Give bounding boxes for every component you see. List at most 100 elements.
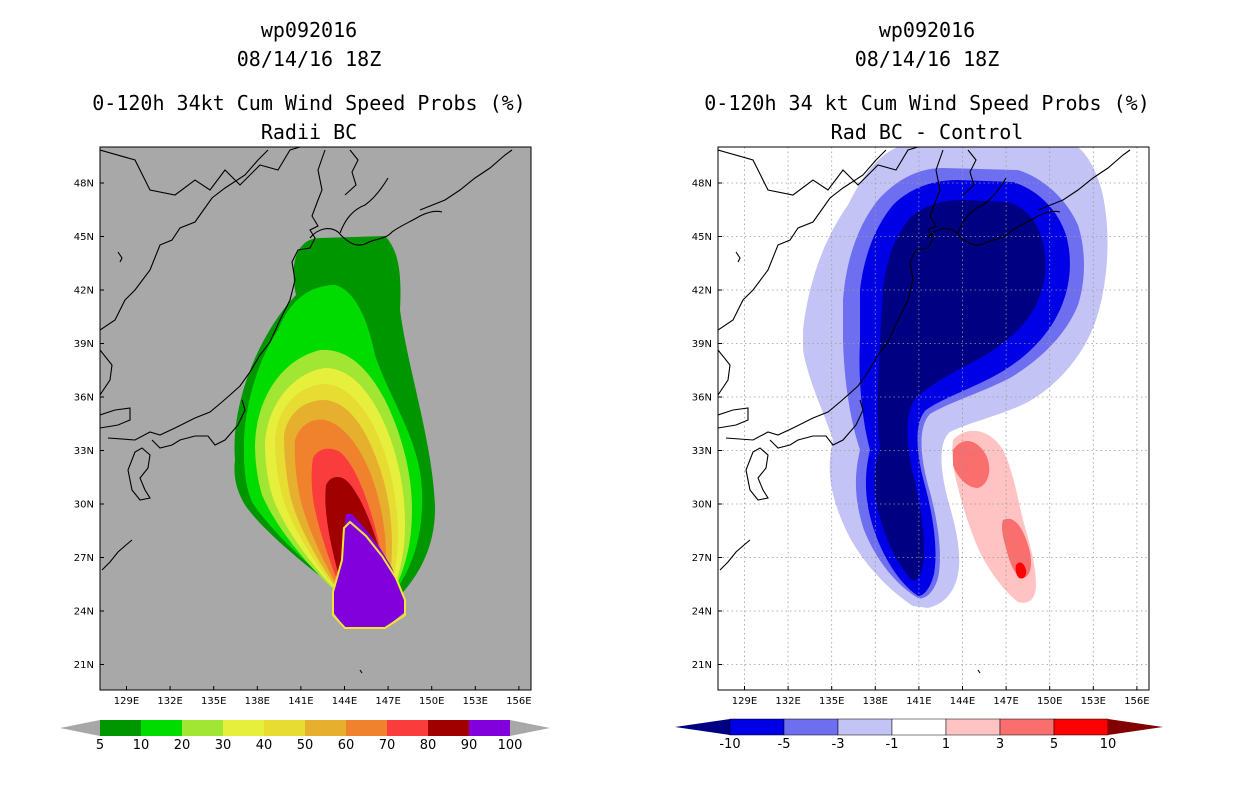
colorbar-label: -1 — [886, 737, 899, 752]
y-tick-label: 45N — [692, 232, 712, 243]
x-tick-label: 147E — [375, 696, 400, 707]
left-y-axis: 48N 45N 42N 39N 36N 33N 30N 27N 24N 21N — [74, 179, 104, 671]
x-tick-label: 132E — [775, 696, 800, 707]
x-tick-label: 138E — [863, 696, 888, 707]
colorbar-swatch — [264, 720, 305, 736]
y-tick-label: 39N — [74, 339, 94, 350]
y-tick-label: 24N — [692, 607, 712, 618]
colorbar-swatch — [837, 718, 893, 736]
x-tick-label: 141E — [906, 696, 931, 707]
y-tick-label: 48N — [692, 179, 712, 190]
y-tick-label: 45N — [74, 232, 94, 243]
x-tick-label: 156E — [506, 696, 531, 707]
right-map-frame — [717, 146, 1150, 691]
x-tick-label: 144E — [332, 696, 357, 707]
colorbar-label: 10 — [133, 738, 150, 753]
colorbar-swatch — [999, 718, 1055, 736]
y-tick-label: 27N — [74, 553, 94, 564]
x-tick-label: 138E — [245, 696, 270, 707]
y-tick-label: 36N — [74, 393, 94, 404]
colorbar-label: 100 — [498, 738, 523, 753]
right-title-date: 08/14/16 18Z — [855, 47, 1000, 71]
colorbar-label: 5 — [1050, 737, 1058, 752]
prob-band-100-edge — [332, 520, 406, 629]
x-tick-label: 132E — [157, 696, 182, 707]
colorbar-low-arrow — [675, 719, 730, 735]
y-tick-label: 36N — [692, 393, 712, 404]
colorbar-swatch — [945, 718, 1001, 736]
colorbar-label: 40 — [256, 738, 273, 753]
y-tick-label: 24N — [74, 607, 94, 618]
right-title-id: wp092016 — [879, 18, 975, 42]
y-tick-label: 21N — [692, 660, 712, 671]
y-tick-label: 30N — [74, 500, 94, 511]
y-tick-label: 27N — [692, 553, 712, 564]
x-tick-label: 153E — [463, 696, 488, 707]
left-coastlines — [100, 147, 513, 674]
colorbar-label: 10 — [1100, 737, 1117, 752]
prob-band-90 — [333, 514, 405, 628]
colorbar-swatch — [100, 720, 141, 736]
diff-band-pos5 — [1015, 562, 1027, 579]
x-tick-label: 144E — [950, 696, 975, 707]
colorbar-label: 80 — [420, 738, 437, 753]
colorbar-label: -3 — [832, 737, 845, 752]
right-coastlines — [718, 147, 1131, 674]
x-tick-label: 150E — [419, 696, 444, 707]
diff-band-pos3-a — [953, 440, 990, 488]
right-colorbar: -10 -5 -3 -1 1 3 5 10 — [675, 718, 1163, 752]
colorbar-label: -5 — [778, 737, 791, 752]
x-tick-label: 156E — [1124, 696, 1149, 707]
x-tick-label: 147E — [993, 696, 1018, 707]
colorbar-label: 20 — [174, 738, 191, 753]
colorbar-label: 30 — [215, 738, 232, 753]
right-title-main: 0-120h 34 kt Cum Wind Speed Probs (%) — [704, 91, 1150, 115]
colorbar-swatch — [469, 720, 510, 736]
colorbar-label: 3 — [996, 737, 1004, 752]
colorbar-swatch — [729, 718, 785, 736]
y-tick-label: 33N — [692, 446, 712, 457]
colorbar-swatch — [223, 720, 264, 736]
colorbar-label: 70 — [379, 738, 396, 753]
colorbar-high-arrow — [1108, 719, 1163, 735]
colorbar-label: 1 — [942, 737, 950, 752]
left-x-axis: 129E 132E 135E 138E 141E 144E 147E 150E 153E 156E — [114, 686, 532, 707]
colorbar-swatch — [428, 720, 469, 736]
left-title-sub: Radii BC — [261, 120, 357, 144]
colorbar-swatch — [305, 720, 346, 736]
colorbar-low-arrow — [60, 720, 100, 736]
colorbar-swatch — [1053, 718, 1109, 736]
left-colorbar: 5 10 20 30 40 50 60 70 80 90 100 — [60, 720, 550, 753]
right-x-axis: 129E 132E 135E 138E 141E 144E 147E 150E 153E 156E — [732, 686, 1150, 707]
y-tick-label: 48N — [74, 179, 94, 190]
colorbar-swatch — [141, 720, 182, 736]
colorbar-swatch — [783, 718, 839, 736]
x-tick-label: 135E — [819, 696, 844, 707]
x-tick-label: 153E — [1081, 696, 1106, 707]
left-title-date: 08/14/16 18Z — [237, 47, 382, 71]
y-tick-label: 39N — [692, 339, 712, 350]
colorbar-label: 60 — [338, 738, 355, 753]
x-tick-label: 141E — [288, 696, 313, 707]
left-title-main: 0-120h 34kt Cum Wind Speed Probs (%) — [92, 91, 525, 115]
left-panel: wp092016 08/14/16 18Z 0-120h 34kt Cum Wi… — [60, 18, 550, 753]
left-map-frame — [99, 146, 532, 691]
colorbar-label: 50 — [297, 738, 314, 753]
colorbar-label: 90 — [461, 738, 478, 753]
diff-band-pos3-b — [1002, 518, 1032, 578]
x-tick-label: 135E — [201, 696, 226, 707]
left-probability-field — [234, 236, 436, 629]
right-panel: wp092016 08/14/16 18Z 0-120h 34 kt Cum W… — [675, 18, 1163, 752]
y-tick-label: 42N — [74, 286, 94, 297]
right-gridlines — [718, 147, 1149, 690]
x-tick-label: 129E — [732, 696, 757, 707]
diff-band-neg10 — [874, 200, 1046, 581]
colorbar-swatch — [346, 720, 387, 736]
colorbar-high-arrow — [510, 720, 550, 736]
y-tick-label: 30N — [692, 500, 712, 511]
y-tick-label: 33N — [74, 446, 94, 457]
left-title-id: wp092016 — [261, 18, 357, 42]
colorbar-swatch — [182, 720, 223, 736]
colorbar-swatch — [387, 720, 428, 736]
colorbar-label: 5 — [96, 738, 104, 753]
